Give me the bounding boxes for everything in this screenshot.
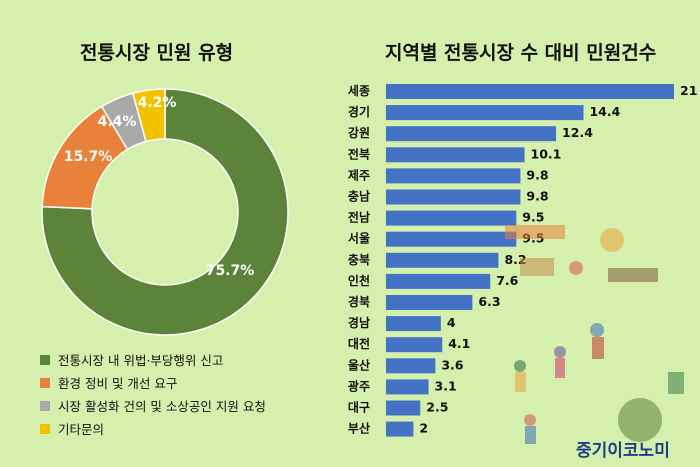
bar (386, 273, 491, 289)
market-illustration-shape (592, 337, 604, 359)
legend-item: 시장 활성화 건의 및 소상공인 지원 요청 (40, 394, 266, 417)
bar (386, 400, 421, 416)
bar-category-label: 전남 (348, 210, 370, 225)
bar-category-label: 충북 (348, 252, 370, 267)
legend-swatch (40, 400, 50, 411)
bar-value-label: 2.5 (426, 400, 448, 415)
donut-slice (41, 88, 289, 336)
bar-value-label: 4 (447, 315, 456, 330)
legend-label: 환경 정비 및 개선 요구 (58, 376, 178, 391)
bar-value-label: 10.1 (531, 146, 562, 161)
bar-category-label: 강원 (348, 126, 370, 140)
donut-chart-title: 전통시장 민원 유형 (80, 42, 234, 64)
market-illustration-shape (608, 268, 658, 282)
legend-swatch (40, 354, 50, 365)
market-illustration-shape (524, 414, 536, 426)
market-illustration-shape (590, 323, 604, 337)
bar (386, 105, 584, 121)
bar-category-label: 전북 (348, 146, 370, 161)
bar-category-label: 제주 (348, 168, 370, 182)
market-illustration-shape (600, 228, 624, 252)
bar (386, 168, 521, 184)
bar (386, 421, 414, 437)
donut-value-label: 75.7% (206, 263, 255, 279)
bar-value-label: 2 (419, 421, 428, 436)
donut-value-label: 15.7% (64, 149, 113, 165)
legend-swatch (40, 423, 50, 434)
bar-category-label: 부산 (348, 421, 370, 436)
bar (386, 358, 436, 374)
bar (386, 231, 517, 247)
bar-category-label: 서울 (348, 231, 370, 246)
bar-category-label: 경북 (348, 295, 370, 309)
legend-item: 전통시장 내 위법·부당행위 신고 (40, 348, 266, 371)
bar-value-label: 12.4 (562, 125, 593, 140)
legend-item: 환경 정비 및 개선 요구 (40, 371, 266, 394)
bar-category-label: 충남 (348, 189, 370, 204)
bar (386, 126, 557, 142)
market-illustration-shape (525, 426, 536, 444)
bar (386, 252, 499, 268)
bar-value-label: 3.1 (435, 378, 457, 393)
bar-value-label: 3.6 (441, 357, 463, 372)
bar-value-label: 9.8 (526, 189, 548, 204)
bar-category-label: 인천 (348, 273, 370, 288)
bar-category-label: 대구 (348, 401, 370, 415)
market-illustration-shape (515, 372, 526, 392)
bar-category-label: 경기 (348, 104, 370, 119)
bar (386, 379, 429, 395)
bar (386, 295, 473, 310)
donut-value-label: 4.2% (138, 95, 177, 111)
bar-category-label: 광주 (348, 378, 370, 393)
legend-label: 시장 활성화 건의 및 소상공인 지원 요청 (58, 399, 266, 414)
market-illustration-shape (554, 346, 566, 358)
donut-legend: 전통시장 내 위법·부당행위 신고 환경 정비 및 개선 요구 시장 활성화 건… (40, 348, 266, 440)
bar-value-label: 21 (680, 83, 697, 98)
legend-label: 전통시장 내 위법·부당행위 신고 (58, 353, 224, 368)
legend-item: 기타문의 (40, 417, 266, 440)
bar (386, 147, 525, 163)
bar-value-label: 9.5 (522, 210, 544, 225)
bar (386, 210, 517, 226)
donut-slice (131, 88, 166, 143)
bar (386, 337, 443, 353)
market-illustration-shape (514, 360, 526, 372)
bar-value-label: 14.4 (589, 104, 620, 119)
bar-chart-title: 지역별 전통시장 수 대비 민원건수 (385, 42, 657, 64)
market-illustration-shape (520, 258, 554, 276)
market-illustration-shape (555, 358, 565, 378)
bar-value-label: 6.3 (478, 294, 500, 309)
market-illustration-shape (569, 261, 583, 275)
market-illustration-shape (668, 372, 684, 394)
brand-logo-text: 중기이코노미 (576, 441, 670, 461)
bar-value-label: 9.8 (526, 167, 548, 182)
bar-value-label: 7.6 (496, 273, 518, 288)
bar (386, 84, 674, 99)
bar-category-label: 세종 (348, 83, 370, 98)
donut-value-label: 4.4% (98, 114, 137, 130)
bar-value-label: 4.1 (448, 336, 470, 351)
bar-category-label: 경남 (348, 315, 370, 330)
legend-swatch (40, 377, 50, 388)
bar-category-label: 울산 (348, 357, 370, 372)
legend-label: 기타문의 (58, 422, 105, 437)
bar (386, 189, 521, 205)
bar (386, 316, 441, 332)
market-illustration-shape (505, 225, 565, 239)
bar-category-label: 대전 (348, 336, 370, 351)
market-illustration-shape (618, 398, 662, 442)
